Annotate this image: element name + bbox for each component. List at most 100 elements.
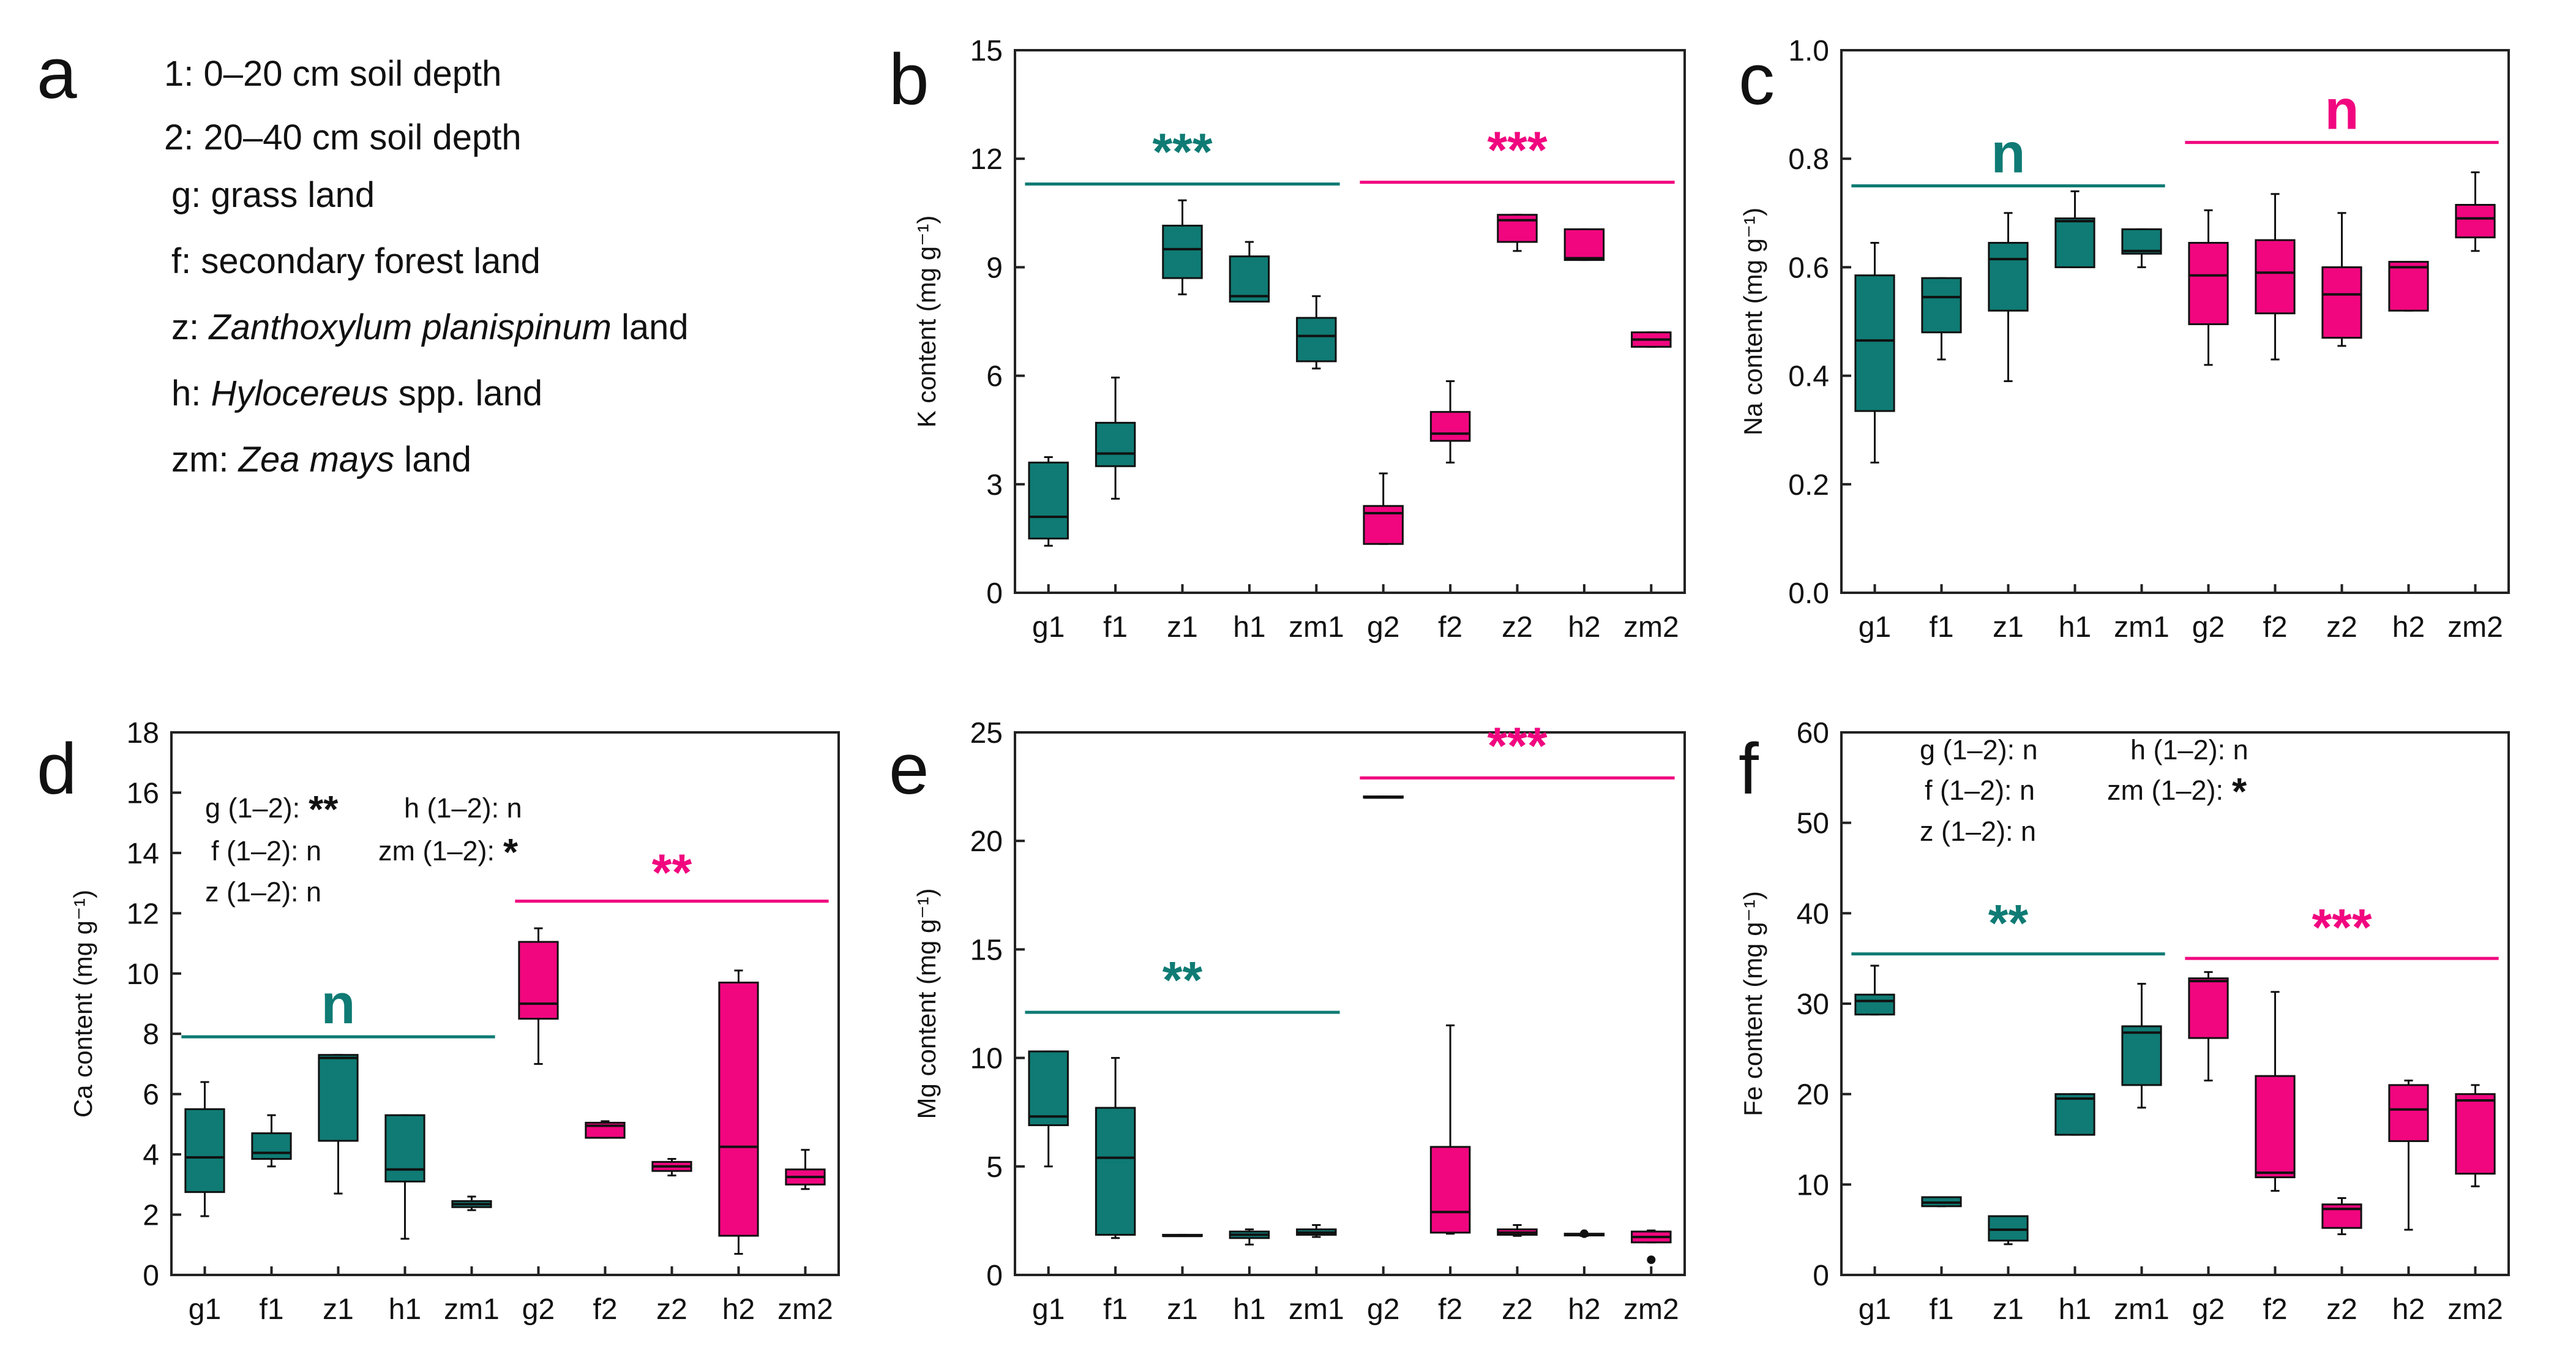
- legend-line-6-suffix: land: [394, 440, 471, 479]
- panel-c: c 0.0 0.2 0.4 0.6 0.8 1.0 Na content (mg g⁻¹) g1…: [1739, 35, 2510, 644]
- legend-line-2-prefix: g: grass land: [171, 175, 375, 215]
- box-body: [1921, 277, 1962, 334]
- x-tick-label-d-f2: f2: [593, 1293, 617, 1326]
- box-c-f2: [2255, 193, 2296, 361]
- legend-line-0-prefix: 1: 0–20 cm soil depth: [164, 54, 501, 94]
- x-tick-label-c-g2: g2: [2192, 611, 2225, 644]
- x-tick-label-d-h2: h2: [722, 1293, 755, 1326]
- box-body: [384, 1114, 425, 1182]
- box-d-f2: [585, 1120, 626, 1139]
- legend-line-5-suffix: spp. land: [389, 374, 543, 413]
- sig-label-e-0: **: [1163, 951, 1203, 1009]
- box-f-f1: [1921, 1196, 1962, 1208]
- note-f-0: g (1–2): n: [1920, 734, 2038, 765]
- box-f-h1: [2054, 1093, 2095, 1136]
- note-d-0: g (1–2): **: [205, 789, 339, 831]
- y-axis-label-f: Fe content (mg g⁻¹): [1739, 891, 1767, 1116]
- x-tick-label-c-h1: h1: [2059, 611, 2091, 644]
- note-star-f-4: *: [2232, 771, 2247, 813]
- box-e-z2: [1497, 1224, 1538, 1237]
- box-d-g1: [184, 1081, 225, 1217]
- box-b-h2: [1563, 228, 1605, 261]
- x-tick-label-c-zm1: zm1: [2114, 611, 2170, 644]
- box-body: [2455, 204, 2496, 239]
- y-tick-label-f-1: 10: [1797, 1169, 1829, 1201]
- box-body: [1563, 228, 1605, 261]
- panel-letter-b: b: [889, 39, 929, 120]
- y-axis-label-d: Ca content (mg g⁻¹): [69, 890, 97, 1118]
- note-f-1: f (1–2): n: [1925, 775, 2035, 806]
- x-tick-label-c-h2: h2: [2392, 611, 2425, 644]
- box-c-z1: [1988, 212, 2029, 382]
- y-tick-label-b-1: 3: [986, 469, 1003, 502]
- x-tick-label-d-g1: g1: [189, 1293, 221, 1326]
- legend-line-2: g: grass land: [171, 175, 375, 215]
- x-tick-label-b-g2: g2: [1367, 611, 1399, 644]
- legend-line-0: 1: 0–20 cm soil depth: [164, 54, 501, 94]
- x-tick-label-e-g2: g2: [1367, 1293, 1399, 1326]
- box-body: [1363, 505, 1404, 545]
- x-tick-label-f-g2: g2: [2192, 1293, 2225, 1326]
- box-d-zm2: [785, 1149, 826, 1190]
- y-tick-label-c-0: 0.0: [1788, 577, 1829, 610]
- x-tick-label-d-zm1: zm1: [444, 1293, 500, 1326]
- y-tick-label-d-2: 4: [143, 1139, 159, 1171]
- box-body: [518, 941, 559, 1020]
- x-tick-label-b-f1: f1: [1103, 611, 1128, 644]
- y-tick-label-f-2: 20: [1797, 1079, 1829, 1111]
- sig-label-e-1: ***: [1487, 716, 1547, 774]
- box-body: [1296, 317, 1337, 363]
- x-tick-label-b-f2: f2: [1438, 611, 1462, 644]
- box-f-zm2: [2455, 1084, 2496, 1187]
- y-tick-label-b-5: 15: [970, 35, 1003, 67]
- legend-line-3: f: secondary forest land: [171, 241, 541, 281]
- x-tick-label-f-f1: f1: [1929, 1293, 1953, 1326]
- y-tick-label-c-4: 0.8: [1788, 143, 1829, 176]
- x-tick-label-e-zm1: zm1: [1289, 1293, 1344, 1326]
- y-tick-label-f-4: 40: [1797, 898, 1829, 930]
- x-tick-label-c-zm2: zm2: [2447, 611, 2503, 644]
- box-c-h2: [2388, 261, 2429, 312]
- note-d-2: z (1–2): n: [205, 876, 321, 908]
- legend-line-4-suffix: land: [612, 307, 689, 347]
- legend-line-6-italic: Zea mays: [238, 440, 395, 479]
- y-axis-label-b: K content (mg g⁻¹): [912, 216, 941, 428]
- y-tick-label-e-5: 25: [970, 717, 1003, 750]
- legend-line-4: z: Zanthoxylum planispinum land: [171, 307, 689, 347]
- box-e-f2: [1429, 1024, 1471, 1235]
- legend-line-1: 2: 20–40 cm soil depth: [164, 118, 522, 157]
- x-tick-label-d-f1: f1: [259, 1293, 283, 1326]
- box-body: [2455, 1093, 2496, 1175]
- x-tick-label-f-g1: g1: [1859, 1293, 1891, 1326]
- y-tick-label-d-6: 12: [127, 898, 159, 930]
- y-tick-label-d-8: 16: [127, 777, 159, 810]
- note-text-f-2: z (1–2): n: [1920, 816, 2036, 847]
- sig-label-b-0: ***: [1152, 123, 1212, 181]
- x-tick-label-d-z2: z2: [656, 1293, 687, 1326]
- y-tick-label-d-3: 6: [143, 1079, 159, 1111]
- y-tick-label-c-1: 0.2: [1788, 469, 1829, 502]
- note-text-f-1: f (1–2): n: [1925, 775, 2035, 806]
- outlier-e-zm2: [1647, 1255, 1656, 1265]
- x-tick-label-e-zm2: zm2: [1623, 1293, 1679, 1326]
- x-tick-label-c-g1: g1: [1859, 611, 1891, 644]
- box-e-zm1: [1296, 1224, 1337, 1238]
- box-body: [1497, 214, 1538, 243]
- y-tick-label-f-6: 60: [1797, 717, 1829, 750]
- x-tick-label-e-z1: z1: [1167, 1293, 1198, 1326]
- y-tick-label-b-0: 0: [986, 577, 1003, 610]
- box-body: [1162, 224, 1203, 279]
- y-axis-label-unit-c: (mg g⁻¹): [1739, 208, 1767, 311]
- note-d-4: zm (1–2): *: [378, 832, 519, 874]
- legend-line-4-italic: Zanthoxylum planispinum: [208, 307, 612, 347]
- x-tick-label-f-zm1: zm1: [2114, 1293, 2170, 1326]
- sig-label-c-0: n: [1991, 122, 2025, 185]
- x-tick-label-f-z1: z1: [1993, 1293, 2024, 1326]
- x-tick-label-b-zm1: zm1: [1289, 611, 1344, 644]
- box-c-g2: [2188, 209, 2229, 366]
- note-d-3: h (1–2): n: [404, 792, 522, 824]
- x-tick-label-e-g1: g1: [1032, 1293, 1065, 1326]
- note-text-d-1: f (1–2): n: [211, 835, 321, 866]
- panel-letter-a: a: [37, 33, 77, 114]
- box-body: [1854, 274, 1895, 412]
